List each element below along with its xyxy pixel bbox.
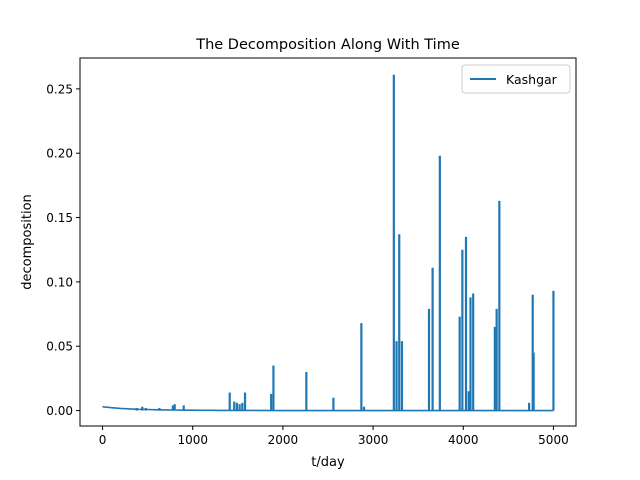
y-tick-label: 0.15 <box>46 211 73 225</box>
y-tick-label: 0.00 <box>46 404 73 418</box>
legend: Kashgar <box>461 64 571 94</box>
y-axis-label: decomposition <box>20 194 35 290</box>
x-tick-label: 5000 <box>538 433 569 447</box>
chart-title: The Decomposition Along With Time <box>195 37 460 53</box>
axes-frame <box>79 57 577 427</box>
x-tick-label: 4000 <box>448 433 479 447</box>
legend-label-kashgar: Kashgar <box>506 72 558 87</box>
plot-area <box>79 57 577 427</box>
y-axis-ticks: 0.00 0.05 0.10 0.15 0.20 0.25 <box>46 82 80 418</box>
y-tick-label: 0.25 <box>46 82 73 96</box>
y-tick-label: 0.10 <box>46 275 73 289</box>
x-axis-label: t/day <box>311 455 345 470</box>
x-tick-label: 2000 <box>268 433 299 447</box>
x-tick-label: 3000 <box>358 433 389 447</box>
y-tick-label: 0.05 <box>46 340 73 354</box>
series-line-baseline <box>102 405 554 412</box>
y-tick-label: 0.20 <box>46 147 73 161</box>
series-layer <box>102 74 555 412</box>
x-tick-label: 1000 <box>177 433 208 447</box>
x-axis-ticks: 0 1000 2000 3000 4000 5000 <box>99 426 569 447</box>
x-tick-label: 0 <box>99 433 107 447</box>
legend-box <box>461 64 571 94</box>
